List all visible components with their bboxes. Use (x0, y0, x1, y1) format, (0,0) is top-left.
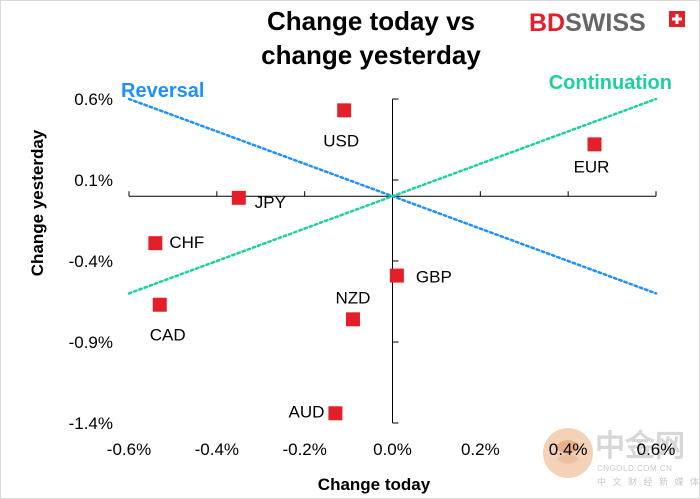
cngold-logo-icon (543, 428, 593, 478)
point-marker-eur (587, 137, 602, 152)
y-tick-label-2: -0.4% (69, 252, 113, 271)
cngold-watermark: 中金网 CNGOLD.COM.CN 中 文 财 经 新 媒 体 (543, 428, 699, 487)
reference-label-reversal: Reversal (121, 80, 204, 102)
y-tick-label-1: 0.1% (74, 171, 113, 190)
chart-title-line-1: Change today vs (267, 6, 475, 36)
x-tick-label-0: -0.6% (107, 440, 151, 459)
reference-lines: Reversal Continuation (121, 72, 672, 295)
point-marker-nzd (345, 312, 360, 327)
point-label-gbp: GBP (416, 268, 452, 287)
point-label-jpy: JPY (255, 193, 286, 212)
x-tick-label-2: -0.2% (282, 440, 326, 459)
chart-title-line-2: change yesterday (261, 40, 481, 70)
x-axis-title: Change today (318, 475, 431, 494)
data-points: USD EUR JPY CHF GBP NZD CAD AUD (148, 103, 609, 421)
y-tick-label-0: 0.6% (74, 90, 113, 109)
point-label-nzd: NZD (335, 288, 370, 307)
brand-flag-icon (669, 11, 685, 27)
brand-bd: BD (529, 9, 565, 37)
watermark-url: CNGOLD.COM.CN (597, 464, 672, 473)
point-marker-jpy (231, 190, 246, 205)
bdswiss-logo: BDSWISS (529, 9, 685, 37)
point-marker-gbp (389, 268, 404, 283)
point-label-usd: USD (323, 131, 359, 150)
brand-swiss: SWISS (565, 9, 646, 37)
point-marker-usd (337, 103, 352, 118)
point-label-eur: EUR (574, 157, 610, 176)
reference-line-continuation (127, 97, 658, 295)
point-label-aud: AUD (289, 402, 325, 421)
y-tick-label-3: -0.9% (69, 333, 113, 352)
point-label-chf: CHF (169, 233, 204, 252)
point-marker-aud (328, 406, 343, 421)
y-tick-label-4: -1.4% (69, 414, 113, 433)
watermark-name: 中金网 (595, 429, 685, 463)
svg-text:BDSWISS: BDSWISS (529, 9, 646, 37)
x-tick-label-3: 0.0% (373, 440, 412, 459)
reference-label-continuation: Continuation (549, 72, 672, 94)
x-tick-label-4: 0.2% (461, 440, 500, 459)
point-marker-chf (148, 236, 163, 251)
x-tick-label-6: 0.6% (637, 440, 676, 459)
watermark-tagline: 中 文 财 经 新 媒 体 (597, 476, 699, 487)
axes: -0.6% -0.4% -0.2% 0.0% 0.2% 0.4% 0.6% 0.6% 0.1% -… (69, 90, 676, 459)
point-label-cad: CAD (150, 326, 186, 345)
y-axis-title: Change yesterday (28, 129, 47, 276)
x-tick-label-5: 0.4% (549, 440, 588, 459)
point-marker-cad (152, 297, 167, 312)
x-tick-label-1: -0.4% (195, 440, 239, 459)
